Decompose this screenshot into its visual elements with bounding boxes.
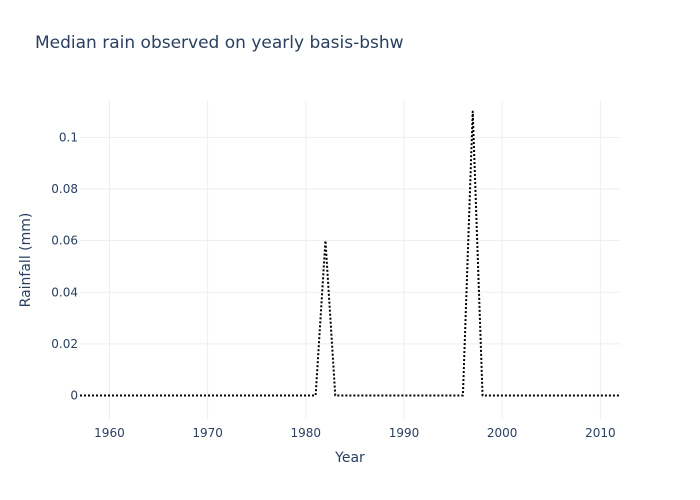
x-axis-title: Year <box>334 450 365 466</box>
y-tick-label: 0.06 <box>51 234 78 248</box>
x-tick-label: 2010 <box>585 426 616 440</box>
x-tick-label: 1980 <box>291 426 322 440</box>
x-tick-label: 1960 <box>94 426 125 440</box>
series-layer <box>80 110 620 397</box>
y-tick-label: 0.08 <box>51 182 78 196</box>
series-line <box>80 110 620 397</box>
x-tick-label: 1970 <box>192 426 223 440</box>
x-tick-label: 2000 <box>487 426 518 440</box>
y-tick-label: 0.04 <box>51 285 78 299</box>
y-tick-label: 0 <box>70 388 78 402</box>
y-axis-title: Rainfall (mm) <box>18 213 34 308</box>
chart-title: Median rain observed on yearly basis-bsh… <box>35 33 404 53</box>
tick-labels: 1960 1970 1980 1990 2000 2010 0 0.02 0.04 0.06 0.0… <box>51 130 615 440</box>
y-tick-label: 0.02 <box>51 337 78 351</box>
grid-lines <box>80 100 620 420</box>
x-tick-label: 1990 <box>389 426 420 440</box>
y-tick-label: 0.1 <box>59 130 78 144</box>
